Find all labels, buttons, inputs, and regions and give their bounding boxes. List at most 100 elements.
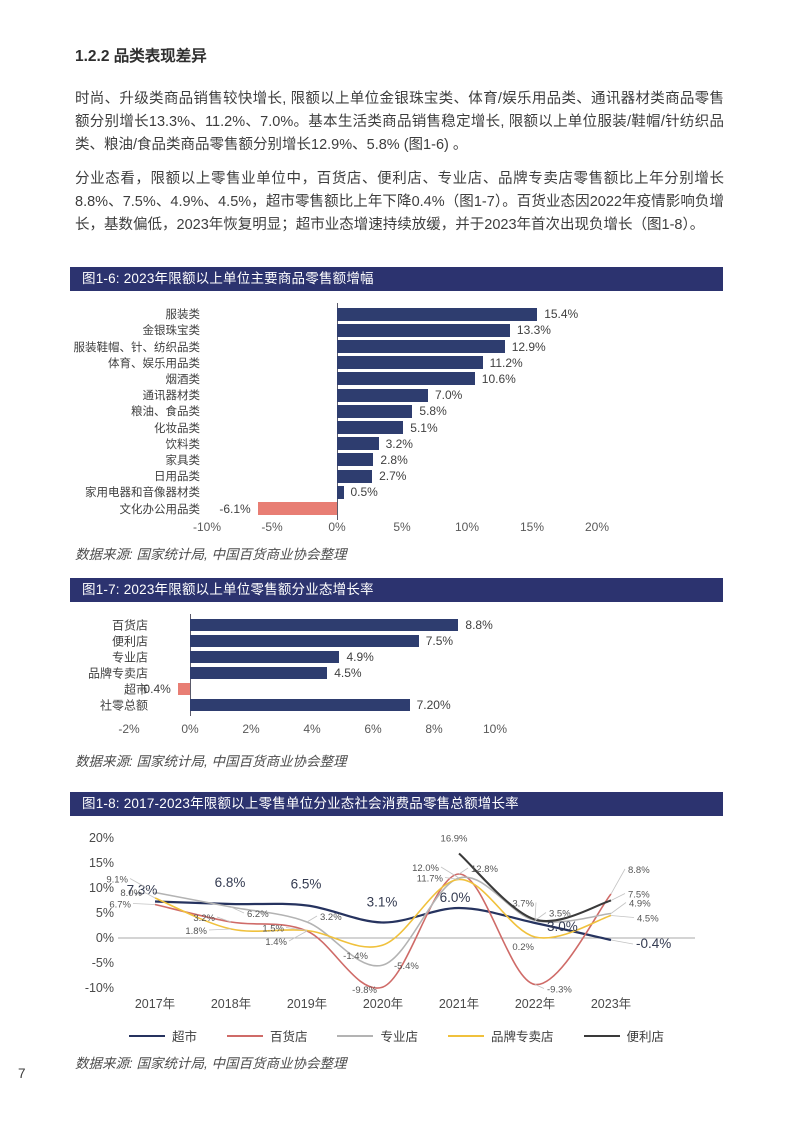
data-label: 6.7% [109,900,131,911]
x-axis-tick: 15% [519,520,545,534]
label-leader [534,984,545,989]
series-line-品牌专卖店 [154,878,612,948]
label-leader [444,877,460,880]
bar [337,356,483,370]
bar [257,502,337,515]
x-axis-tick: 0% [328,520,346,534]
label-leader [458,867,469,875]
x-axis-tick: 20% [584,520,610,534]
y-axis-tick: 10% [89,881,114,895]
category-label: 服装鞋帽、针、纺织品类 [73,341,201,354]
value-label: 7.20% [416,698,451,712]
category-label: 家具类 [165,454,201,467]
data-label: 12.0% [412,863,439,874]
zero-axis-line [190,614,191,716]
data-label: 6.5% [291,877,322,892]
chart3-legend: 超市 百货店 专业店 品牌专卖店 便利店 [70,1026,723,1045]
bar [190,667,328,679]
x-axis-tick: 10% [454,520,480,534]
x-axis-tick: 10% [482,722,508,736]
chart1-title-banner: 图1-6: 2023年限额以上单位主要商品零售额增幅 [70,267,723,291]
category-label: 文化办公用品类 [119,503,201,516]
value-label: 8.8% [465,618,493,632]
legend-label: 品牌专卖店 [491,1030,554,1044]
data-label: 0.2% [512,942,534,953]
x-axis-tick: 8% [425,722,443,736]
category-label: 便利店 [111,634,148,649]
label-leader [610,939,634,945]
legend-line-swatch [226,1034,263,1037]
bar [190,699,410,711]
y-axis-tick: 15% [89,856,114,870]
y-axis-tick: -5% [92,956,114,970]
bar [337,372,475,386]
category-label: 超市 [123,682,148,697]
category-label: 社零总额 [99,698,148,713]
category-label: 家用电器和音像器材类 [85,487,200,500]
data-label: 8.8% [628,865,650,876]
bar [190,635,419,647]
x-axis-tick: 2018年 [211,997,251,1011]
x-axis-tick: 2019年 [287,997,327,1011]
line-chart-growth-by-format: 20% 15% 10% 5% 0% -5% -10% 2017年 2018年 2019年 2020年… [85,831,695,1011]
value-label: 7.0% [435,388,463,403]
x-axis-tick: 2023年 [591,997,631,1011]
value-label: 4.9% [346,650,374,664]
bar [337,307,538,321]
data-label: 4.9% [629,899,651,910]
legend-label: 便利店 [626,1030,665,1044]
x-axis-tick: -2% [118,722,140,736]
bar-chart-retail-categories: 服装类 15.4% 金银珠宝类 13.3% 服装鞋帽、针、纺织品类 12.9% 体育、娱乐用… [70,300,723,540]
chart2-title-banner: 图1-7: 2023年限额以上单位零售额分业态增长率 [70,578,723,602]
legend-label: 专业店 [380,1030,418,1044]
category-label: 烟酒类 [165,373,201,386]
data-label: 6.8% [215,875,246,890]
bar [337,437,379,451]
label-leader [440,866,460,879]
category-label: 日用品类 [154,471,200,484]
chart2-title: 图1-7: 2023年限额以上单位零售额分业态增长率 [82,582,374,597]
label-leader [534,902,537,920]
label-leader [610,902,627,914]
data-label: 12.8% [471,864,498,875]
label-leader [208,928,232,931]
label-leader [534,912,547,921]
label-leader [216,916,232,923]
data-label: 3.2% [320,912,342,923]
value-label: 13.3% [516,323,551,338]
page-number: 7 [18,1066,26,1081]
bar [337,340,505,353]
bar [190,651,340,663]
x-axis-tick: 0% [181,722,199,736]
bar [177,683,190,695]
category-label: 化妆品类 [154,422,200,435]
legend-label: 超市 [171,1030,197,1044]
bar [190,619,459,631]
x-axis-tick: 4% [303,722,321,736]
label-leader [129,878,156,893]
label-leader [610,868,626,895]
label-leader [132,903,156,905]
x-axis-tick: 2021年 [439,997,479,1011]
data-label: 3.1% [367,895,398,910]
value-label: 3.2% [385,436,413,451]
y-axis-tick: 0% [96,931,114,945]
bar [337,404,413,418]
data-label: 3.7% [512,899,534,910]
data-label: 3.2% [193,913,215,924]
data-label: 16.9% [441,834,468,845]
label-leader [285,927,308,931]
category-label: 金银珠宝类 [142,325,201,338]
data-label: 3.0% [547,919,578,934]
legend-line-swatch [583,1034,620,1037]
value-label: 5.1% [410,420,438,435]
y-axis-tick: 5% [96,906,114,920]
value-label: 0.5% [350,485,378,500]
series-line-百货店 [154,873,612,989]
data-label: 8.0% [120,888,142,899]
legend-line-swatch [128,1034,165,1037]
legend-item: 百货店 [226,1026,307,1045]
category-label: 百货店 [111,618,148,633]
legend-line-swatch [337,1034,374,1037]
